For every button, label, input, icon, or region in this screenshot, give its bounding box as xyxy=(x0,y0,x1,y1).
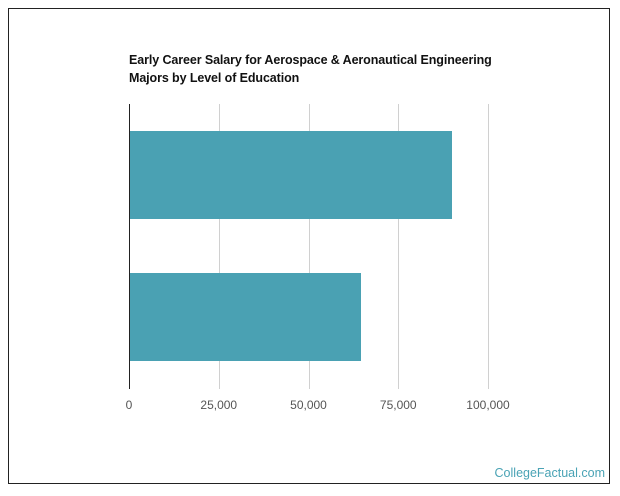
gridline xyxy=(309,104,310,389)
chart-title: Early Career Salary for Aerospace & Aero… xyxy=(129,51,549,87)
bar[interactable] xyxy=(129,273,361,361)
gridline xyxy=(488,104,489,389)
chart-title-line-1: Early Career Salary for Aerospace & Aero… xyxy=(129,53,492,67)
x-tick-label: 50,000 xyxy=(290,398,327,412)
x-tick-label: 25,000 xyxy=(200,398,238,412)
gridline xyxy=(398,104,399,389)
brand-watermark[interactable]: CollegeFactual.com xyxy=(494,466,605,480)
x-tick-label: 0 xyxy=(125,398,133,412)
gridline xyxy=(219,104,220,389)
y-axis-line xyxy=(129,104,130,389)
bar[interactable] xyxy=(129,131,452,219)
x-tick-label: 100,000 xyxy=(466,398,510,412)
x-tick-label: 75,000 xyxy=(379,398,417,412)
chart-title-line-2: Majors by Level of Education xyxy=(129,71,300,85)
